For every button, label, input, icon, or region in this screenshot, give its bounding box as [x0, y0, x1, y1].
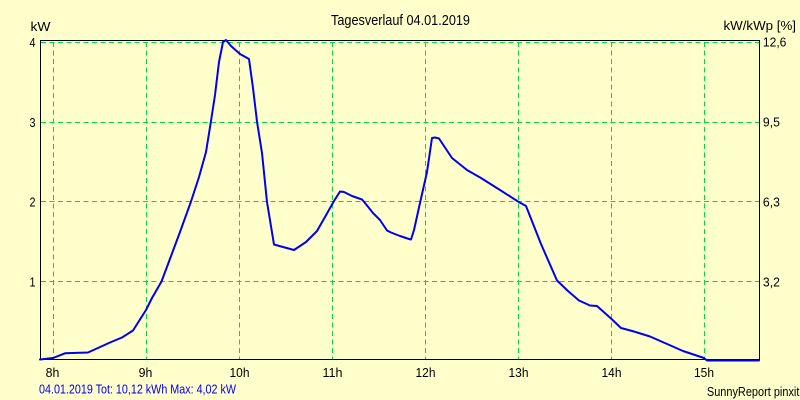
svg-text:SunnyReport pinxit: SunnyReport pinxit [707, 384, 800, 399]
svg-text:12,6: 12,6 [763, 35, 787, 50]
svg-text:kW/kWp [%]: kW/kWp [%] [724, 18, 797, 33]
svg-text:4: 4 [30, 35, 36, 50]
svg-text:3: 3 [30, 115, 36, 130]
svg-text:6,3: 6,3 [763, 195, 780, 210]
svg-text:3,2: 3,2 [763, 275, 780, 290]
svg-text:2: 2 [30, 195, 36, 210]
svg-text:8h: 8h [46, 365, 60, 380]
svg-text:Tagesverlauf 04.01.2019: Tagesverlauf 04.01.2019 [331, 13, 470, 29]
svg-text:9h: 9h [139, 365, 153, 380]
svg-text:13h: 13h [509, 365, 529, 380]
svg-text:15h: 15h [694, 365, 714, 380]
svg-text:9,5: 9,5 [763, 115, 780, 130]
svg-text:10h: 10h [230, 365, 250, 380]
svg-text:1: 1 [30, 275, 36, 290]
svg-text:04.01.2019 Tot: 10,12 kWh Max:: 04.01.2019 Tot: 10,12 kWh Max: 4,02 kW [39, 382, 237, 397]
svg-text:12h: 12h [416, 365, 436, 380]
svg-text:11h: 11h [323, 365, 343, 380]
svg-text:kW: kW [31, 19, 52, 34]
svg-text:14h: 14h [602, 365, 622, 380]
